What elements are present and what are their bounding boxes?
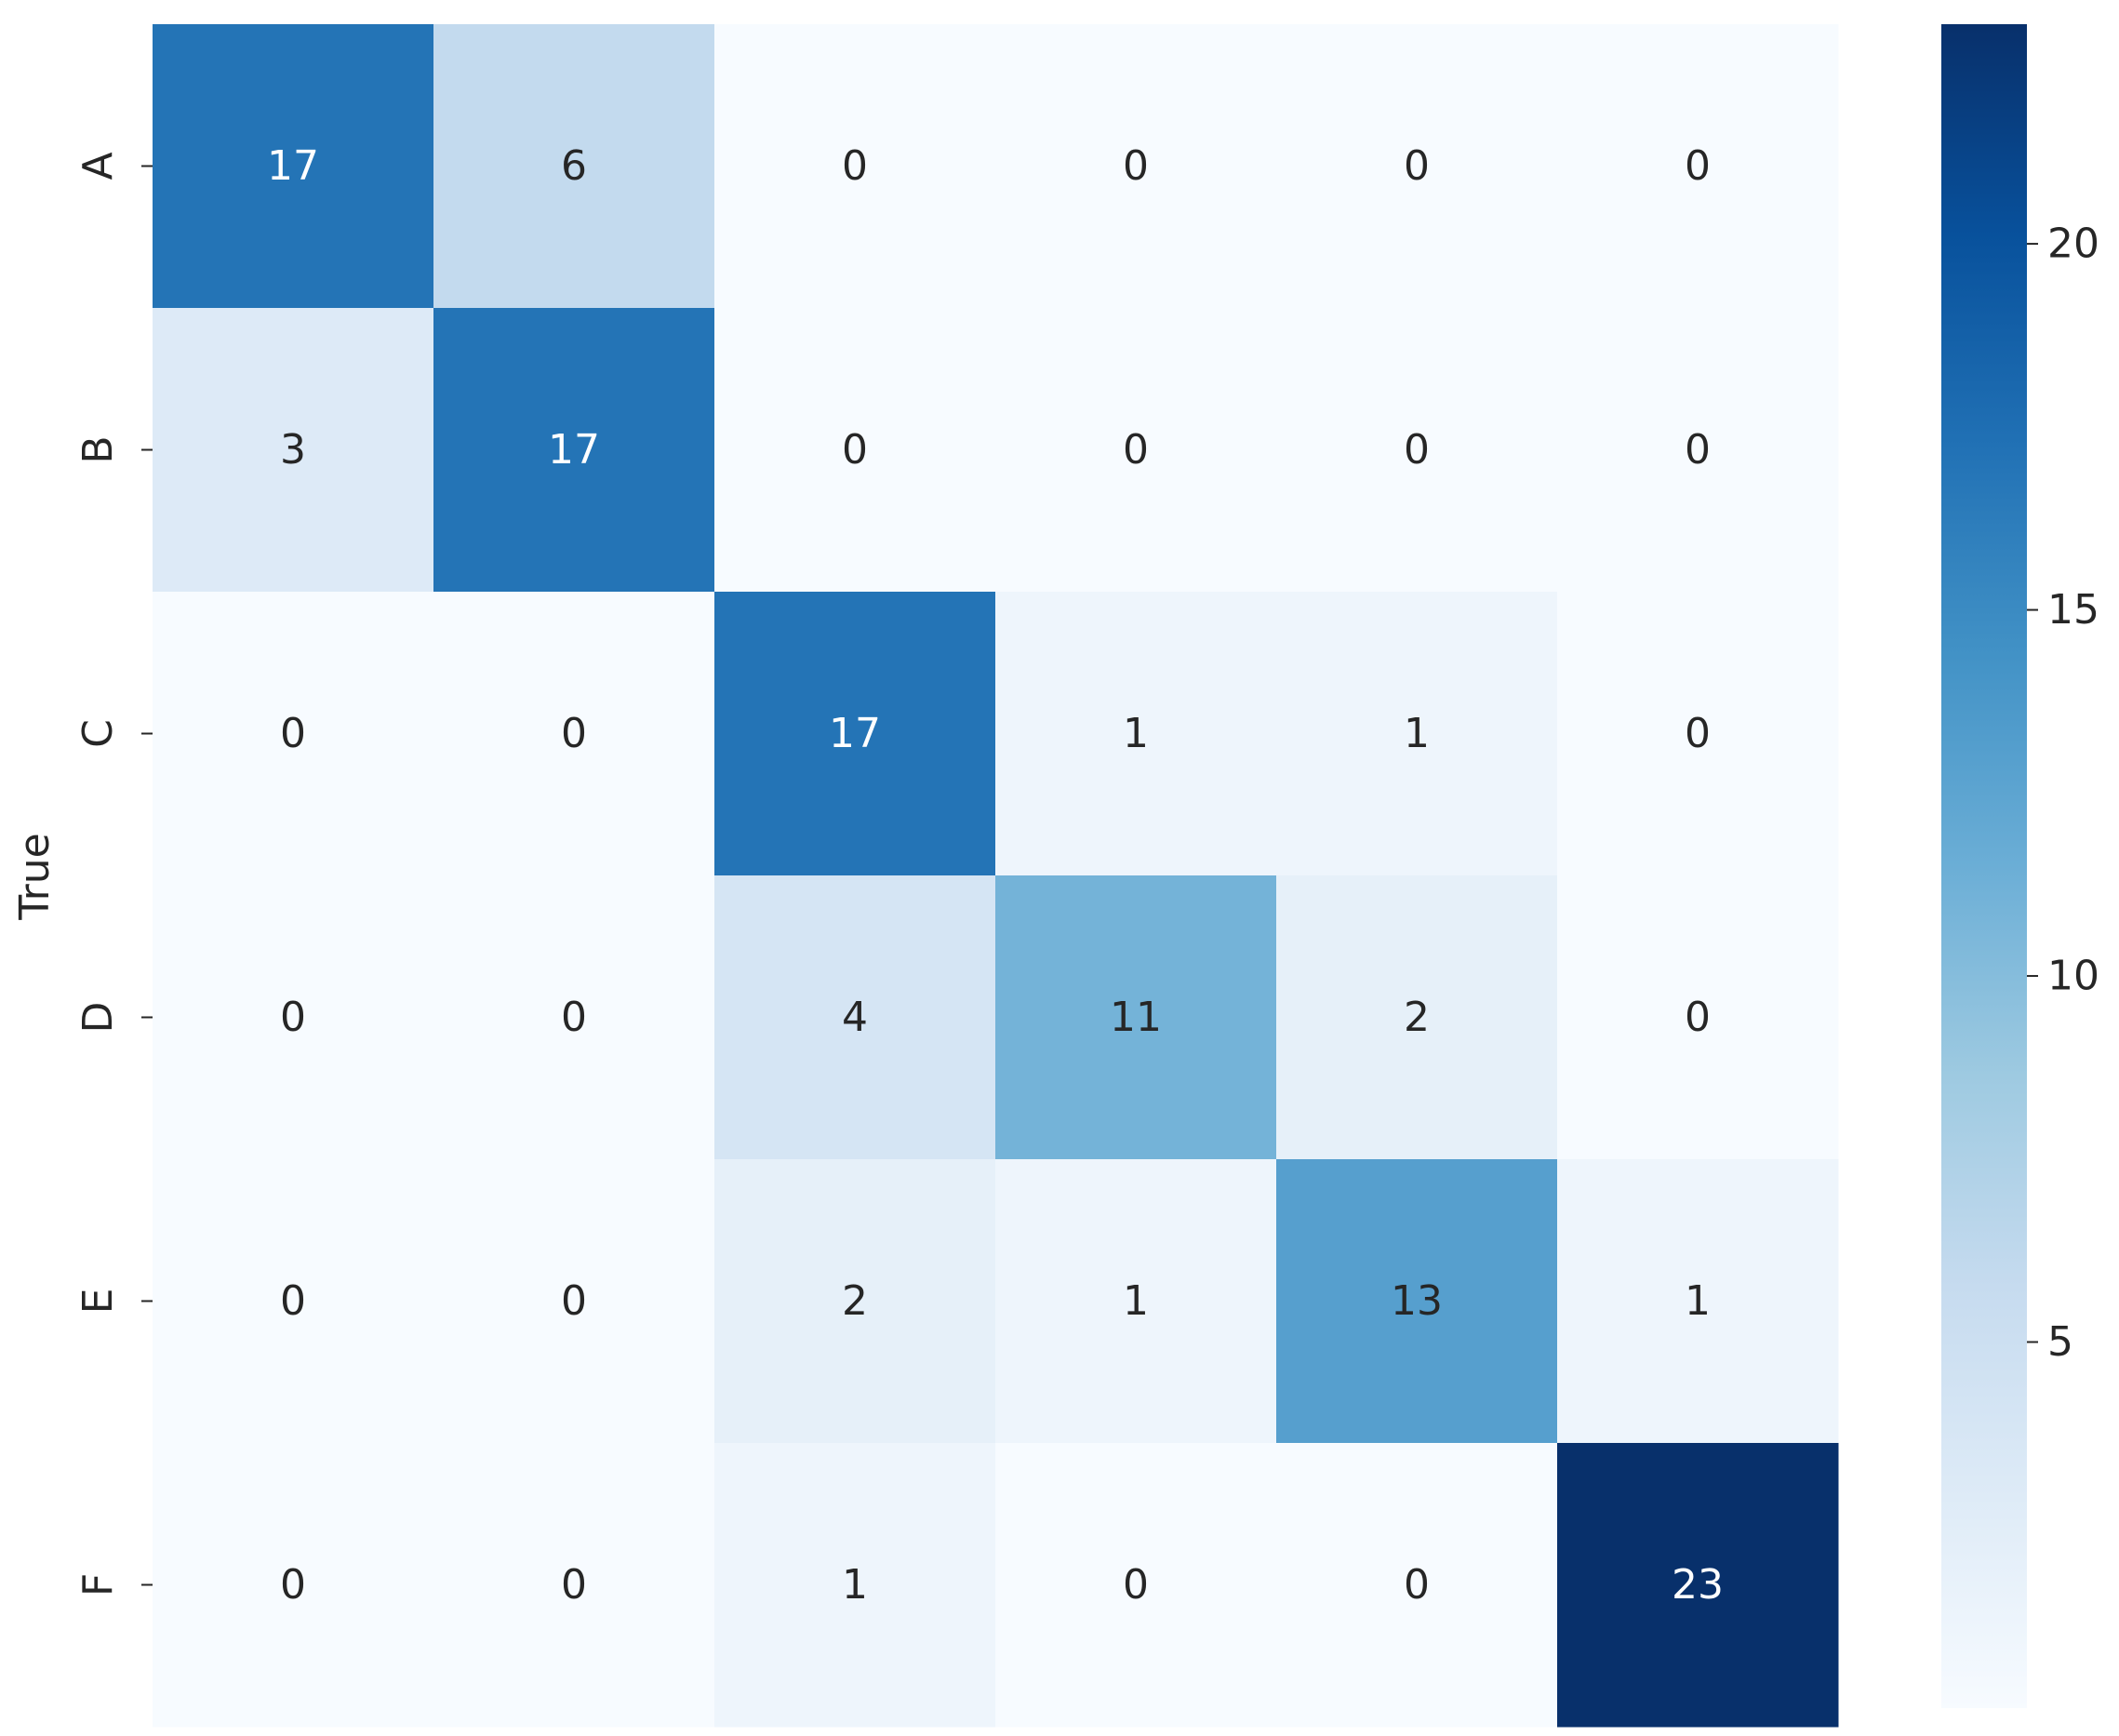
heatmap-cell: [1276, 875, 1558, 1160]
cell-value-label: 1: [1404, 710, 1430, 757]
cell-value-label: 0: [842, 142, 868, 190]
heatmap-cell: [153, 1159, 434, 1444]
heatmap-cell: [714, 24, 996, 309]
heatmap-cell: [1557, 1159, 1839, 1444]
cell-value-label: 0: [1685, 710, 1711, 757]
cell-value-label: 0: [280, 1277, 306, 1325]
heatmap-cell: [433, 24, 715, 309]
cell-value-label: 0: [280, 710, 306, 757]
heatmap-cell: [153, 308, 434, 593]
heatmap-cell: [714, 308, 996, 593]
heatmap-cell: [153, 1443, 434, 1728]
cell-value-label: 1: [1123, 1277, 1149, 1325]
cell-value-label: 11: [1110, 994, 1162, 1041]
cell-value-label: 17: [829, 710, 881, 757]
heatmap-cell: [714, 1443, 996, 1728]
heatmap-cell: [1557, 592, 1839, 876]
cell-value-label: 0: [1123, 426, 1149, 474]
cell-value-label: 0: [1123, 1561, 1149, 1609]
cell-value-label: 2: [842, 1277, 868, 1325]
cell-value-label: 13: [1391, 1277, 1443, 1325]
heatmap-cell: [153, 592, 434, 876]
heatmap-cell: [1276, 1443, 1558, 1728]
cell-value-label: 0: [1404, 1561, 1430, 1609]
heatmap-cell: [714, 875, 996, 1160]
cell-value-label: 0: [280, 1561, 306, 1609]
heatmap-cell: [153, 24, 434, 309]
y-tick-label: C: [74, 719, 122, 748]
heatmap-cell: [1276, 308, 1558, 593]
heatmap-cell: [1557, 1443, 1839, 1728]
cell-value-label: 0: [561, 710, 587, 757]
heatmap-cell: [433, 308, 715, 593]
heatmap-cell: [1557, 24, 1839, 309]
heatmap-cell: [433, 875, 715, 1160]
heatmap-cell: [995, 1159, 1277, 1444]
cell-value-label: 4: [842, 994, 868, 1041]
cell-value-label: 0: [561, 994, 587, 1041]
heatmap-cell: [153, 875, 434, 1160]
heatmap-cell: [1557, 308, 1839, 593]
y-axis-title: True: [11, 833, 59, 920]
heatmap-cell: [714, 1159, 996, 1444]
cell-value-label: 17: [548, 426, 600, 474]
cell-value-label: 3: [280, 426, 306, 474]
colorbar: 5 10 15 20: [1941, 24, 2099, 1708]
cell-value-label: 0: [1685, 426, 1711, 474]
cell-value-label: 0: [561, 1277, 587, 1325]
cell-value-label: 6: [561, 142, 587, 190]
colorbar-tick-label: 10: [2047, 953, 2099, 1000]
cell-value-label: 0: [1685, 142, 1711, 190]
colorbar-tick-label: 15: [2047, 586, 2099, 634]
cell-value-label: 23: [1672, 1561, 1724, 1609]
y-tick-label: E: [74, 1289, 122, 1315]
cell-value-label: 0: [280, 994, 306, 1041]
heatmap-cell: [714, 592, 996, 876]
colorbar-gradient: [1941, 24, 2027, 1708]
heatmap-cell: [995, 592, 1277, 876]
heatmap-cell: [995, 875, 1277, 1160]
heatmap-cell: [995, 308, 1277, 593]
cell-value-label: 17: [267, 142, 319, 190]
heatmap-cell: [433, 592, 715, 876]
heatmap-cell: [1557, 875, 1839, 1160]
cell-value-label: 1: [1123, 710, 1149, 757]
y-tick-label: A: [74, 152, 122, 180]
heatmap-cell: [995, 1443, 1277, 1728]
cell-value-label: 1: [842, 1561, 868, 1609]
colorbar-tick-label: 20: [2047, 220, 2099, 268]
y-axis: A B C D E F: [74, 152, 153, 1596]
cell-value-label: 0: [842, 426, 868, 474]
heatmap-cell: [433, 1159, 715, 1444]
cell-value-label: 0: [1685, 994, 1711, 1041]
cell-value-label: 2: [1404, 994, 1430, 1041]
heatmap-cell: [995, 24, 1277, 309]
heatmap-cell: [1276, 592, 1558, 876]
cell-value-label: 0: [1404, 142, 1430, 190]
cell-value-label: 0: [561, 1561, 587, 1609]
heatmap-cells: 17 6 0 0 0 03 17 0 0 0 00 0 17 1 1 00 0 4 11 2 00 0 2 1 13 10 0 1 0 0…: [153, 24, 1839, 1728]
heatmap-cell: [1276, 24, 1558, 309]
y-tick-label: D: [74, 1002, 122, 1034]
heatmap-cell: [1276, 1159, 1558, 1444]
y-tick-label: B: [74, 435, 122, 463]
colorbar-tick-label: 5: [2047, 1318, 2073, 1366]
cell-value-label: 1: [1685, 1277, 1711, 1325]
cell-value-label: 0: [1404, 426, 1430, 474]
heatmap-cell: [433, 1443, 715, 1728]
y-tick-label: F: [74, 1573, 122, 1596]
cell-value-label: 0: [1123, 142, 1149, 190]
